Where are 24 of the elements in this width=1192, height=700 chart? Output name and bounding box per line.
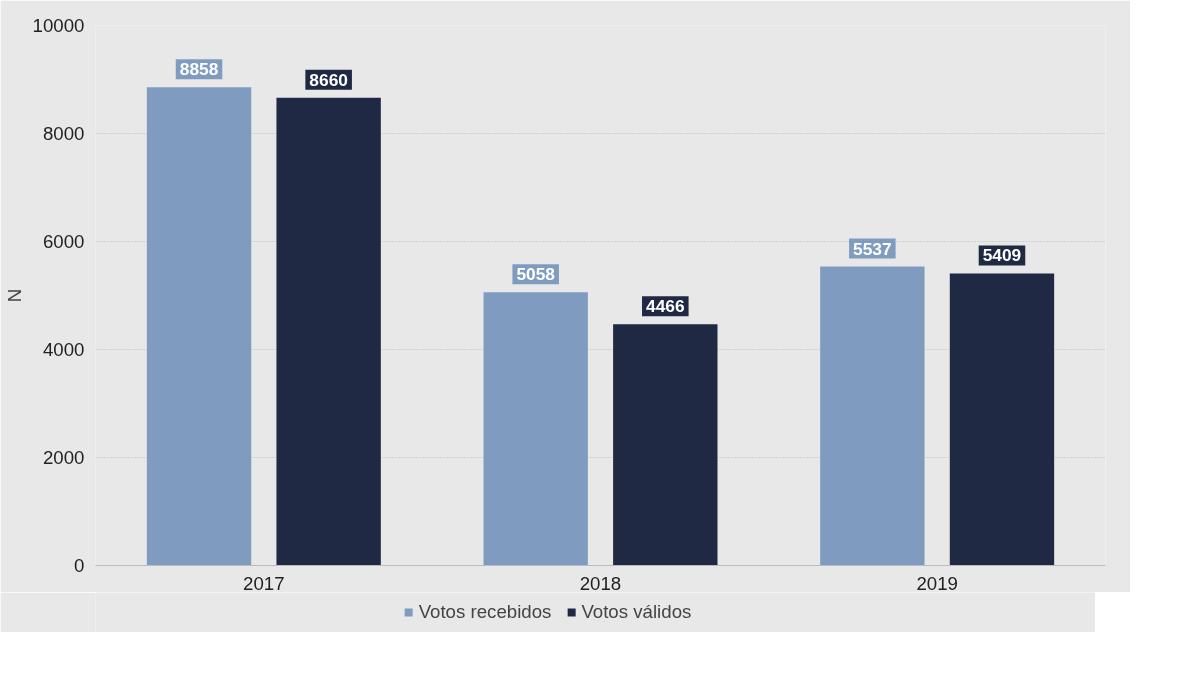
data-label: 8660 bbox=[309, 69, 348, 90]
bar bbox=[820, 266, 925, 566]
legend-label: Votos válidos bbox=[581, 601, 692, 623]
bar bbox=[949, 273, 1055, 566]
x-tick-label: 2018 bbox=[579, 572, 622, 594]
bar bbox=[146, 87, 252, 566]
data-label: 8858 bbox=[179, 59, 219, 80]
bar bbox=[613, 324, 718, 566]
data-label: 5537 bbox=[853, 238, 892, 259]
legend-label: Votos recebidos bbox=[418, 601, 552, 623]
y-tick-label: 0 bbox=[74, 555, 85, 576]
x-tick-label: 2017 bbox=[243, 572, 285, 594]
x-tick-label: 2019 bbox=[916, 572, 958, 594]
y-tick-label: 2000 bbox=[43, 447, 85, 468]
y-tick-label: 8000 bbox=[43, 123, 85, 144]
y-axis-title: N bbox=[3, 288, 25, 303]
y-tick-label: 4000 bbox=[43, 339, 85, 360]
y-tick-label: 10000 bbox=[32, 15, 85, 36]
data-label: 5058 bbox=[516, 264, 556, 285]
bar bbox=[483, 292, 588, 566]
bar bbox=[276, 97, 381, 566]
y-tick-label: 6000 bbox=[43, 231, 85, 252]
data-label: 5409 bbox=[982, 245, 1022, 266]
data-label: 4466 bbox=[646, 296, 685, 317]
